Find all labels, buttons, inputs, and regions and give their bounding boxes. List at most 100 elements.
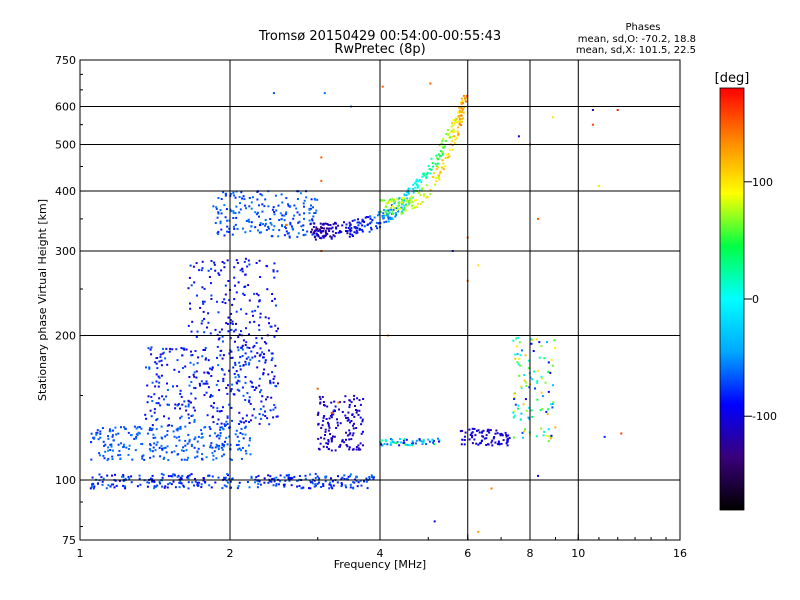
data-point bbox=[375, 221, 378, 224]
data-point bbox=[372, 477, 375, 480]
data-point bbox=[178, 435, 181, 438]
data-point bbox=[330, 227, 333, 230]
data-point bbox=[221, 455, 224, 458]
data-point bbox=[226, 392, 229, 395]
data-point bbox=[482, 435, 485, 438]
data-point bbox=[151, 478, 154, 481]
data-point bbox=[109, 428, 111, 431]
data-point bbox=[394, 212, 397, 214]
data-point bbox=[180, 482, 183, 485]
data-point bbox=[237, 379, 240, 382]
data-point bbox=[368, 230, 371, 233]
data-point bbox=[311, 218, 314, 221]
data-point bbox=[252, 314, 254, 317]
data-point bbox=[230, 312, 233, 315]
data-point bbox=[448, 148, 451, 151]
data-point bbox=[226, 219, 229, 222]
data-point bbox=[341, 411, 344, 413]
data-point bbox=[201, 286, 204, 289]
data-point bbox=[123, 445, 125, 448]
data-point bbox=[516, 353, 519, 356]
data-point bbox=[322, 236, 325, 239]
data-point bbox=[166, 430, 169, 433]
data-point bbox=[384, 210, 387, 213]
data-point bbox=[404, 209, 407, 212]
data-point bbox=[233, 393, 236, 396]
data-point bbox=[92, 483, 95, 485]
data-point bbox=[136, 434, 139, 436]
data-point bbox=[357, 224, 360, 227]
data-point bbox=[155, 380, 158, 383]
data-point bbox=[533, 370, 535, 373]
data-point bbox=[361, 230, 364, 233]
data-point bbox=[451, 135, 454, 138]
data-point bbox=[406, 205, 409, 208]
data-point bbox=[463, 435, 466, 438]
data-point bbox=[141, 455, 144, 458]
data-point bbox=[279, 212, 282, 215]
data-point bbox=[188, 474, 191, 477]
data-point bbox=[505, 442, 508, 445]
data-point bbox=[224, 284, 227, 287]
data-point bbox=[373, 216, 376, 219]
data-point bbox=[429, 193, 432, 196]
data-point bbox=[183, 400, 186, 403]
data-point bbox=[160, 472, 163, 475]
data-point bbox=[114, 426, 117, 429]
data-point bbox=[419, 194, 422, 197]
data-point bbox=[240, 330, 242, 333]
data-point bbox=[267, 225, 270, 228]
data-point bbox=[328, 487, 331, 490]
data-point bbox=[426, 173, 429, 176]
data-point bbox=[323, 92, 326, 95]
data-point bbox=[411, 204, 413, 207]
data-point bbox=[187, 487, 190, 490]
data-point bbox=[219, 426, 222, 429]
data-point bbox=[231, 320, 234, 323]
data-point bbox=[401, 202, 404, 205]
data-point bbox=[161, 449, 164, 451]
data-point bbox=[287, 203, 289, 206]
data-point bbox=[239, 269, 242, 272]
data-point bbox=[261, 203, 264, 206]
data-point bbox=[117, 432, 120, 435]
data-point bbox=[203, 317, 206, 320]
data-point bbox=[274, 384, 277, 387]
data-point bbox=[203, 331, 206, 334]
data-point bbox=[122, 484, 125, 487]
data-point bbox=[308, 487, 310, 490]
data-point bbox=[343, 221, 345, 224]
data-point bbox=[441, 153, 444, 156]
data-point bbox=[166, 486, 169, 489]
data-point bbox=[212, 415, 214, 418]
data-point bbox=[170, 451, 173, 454]
data-point bbox=[195, 370, 198, 373]
data-point bbox=[538, 341, 541, 344]
data-point bbox=[432, 439, 435, 442]
data-point bbox=[213, 263, 216, 266]
data-point bbox=[244, 231, 247, 234]
data-point bbox=[247, 356, 250, 359]
data-point bbox=[154, 385, 157, 388]
data-point bbox=[418, 179, 421, 182]
data-point bbox=[226, 225, 229, 228]
data-point bbox=[193, 438, 196, 441]
data-point bbox=[414, 205, 417, 208]
data-point bbox=[235, 444, 238, 446]
data-point bbox=[242, 227, 244, 230]
data-point bbox=[237, 374, 240, 376]
data-point bbox=[346, 434, 349, 437]
data-point bbox=[302, 486, 305, 489]
data-point bbox=[266, 396, 269, 399]
data-point bbox=[242, 437, 245, 440]
data-point bbox=[247, 259, 250, 262]
data-point bbox=[163, 415, 165, 418]
data-point bbox=[313, 222, 316, 225]
data-point bbox=[552, 401, 555, 404]
data-point bbox=[381, 215, 384, 218]
data-point bbox=[258, 231, 261, 234]
data-point bbox=[200, 380, 203, 383]
data-point bbox=[250, 221, 253, 224]
data-point bbox=[497, 440, 500, 443]
data-point bbox=[201, 355, 204, 358]
